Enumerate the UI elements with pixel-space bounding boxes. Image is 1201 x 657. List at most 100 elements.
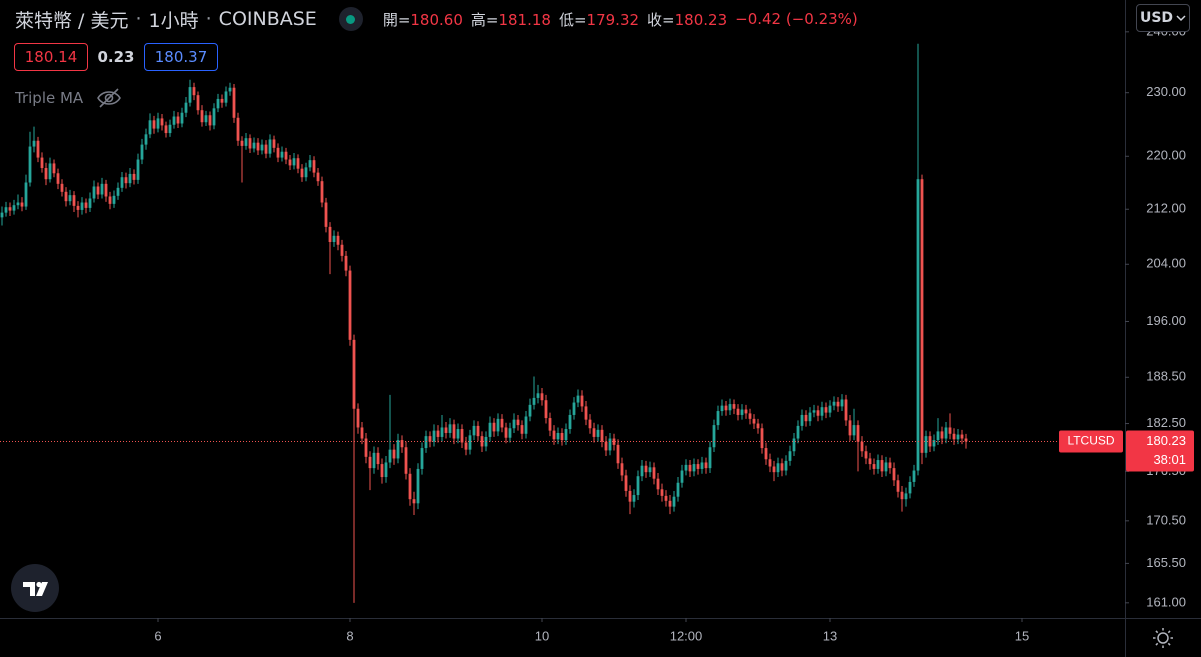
market-status[interactable] [338, 7, 363, 31]
candle-body [84, 202, 88, 208]
icon-part [1157, 632, 1169, 644]
candle-body [440, 427, 444, 437]
candle-body [672, 496, 676, 507]
legend-item: 高=181.18 [471, 9, 551, 30]
separator: · [205, 8, 212, 30]
candle-body [204, 115, 208, 123]
candle-body [268, 139, 272, 154]
candle-body [508, 428, 512, 438]
candle-body [136, 159, 140, 180]
quote: 180.14 0.23 180.37 [14, 43, 218, 71]
candle-body [600, 429, 604, 442]
candle-body [68, 195, 72, 202]
candle-body [828, 405, 832, 413]
candle-body [396, 440, 400, 459]
candle-body [840, 399, 844, 407]
sell-button[interactable]: 180.14 [14, 43, 88, 71]
candle-body [624, 475, 628, 491]
candle-body [644, 465, 648, 473]
candle-body [932, 440, 936, 447]
candle-body [860, 441, 864, 452]
change: −0.42 (−0.23%) [735, 10, 858, 28]
candle-body [960, 434, 964, 439]
candle-body [40, 157, 44, 169]
candle-body [224, 91, 228, 103]
candle-body [280, 151, 284, 158]
candle-body [32, 140, 36, 147]
candle-body [856, 425, 860, 442]
interval[interactable]: 1小時 [148, 9, 199, 32]
candle-body [812, 410, 816, 413]
hidden-eye-icon[interactable] [96, 87, 122, 109]
candle-body [724, 405, 728, 411]
candle-body [276, 147, 280, 158]
candle-body [632, 495, 636, 502]
y-tick-label: 204.00 [1146, 256, 1186, 271]
settings-icon[interactable] [1153, 628, 1173, 648]
candle-body [340, 244, 344, 256]
candle-body [756, 423, 760, 429]
legend-key: 開= [382, 10, 411, 29]
candle-body [596, 429, 600, 437]
candle-body [416, 468, 420, 504]
candle-body [20, 202, 24, 207]
candle-body [896, 480, 900, 492]
candle-body [620, 463, 624, 476]
candle-body [728, 404, 732, 411]
candle-body [636, 476, 640, 496]
candle-body [240, 140, 244, 146]
candle-body [284, 151, 288, 160]
candle-body [404, 447, 408, 474]
candle-body [164, 125, 168, 134]
candle-body [368, 456, 372, 469]
candle-body [548, 418, 552, 431]
candle-body [36, 140, 40, 158]
candle-body [800, 414, 804, 426]
icon-part [1155, 630, 1159, 634]
price-tag [1126, 430, 1194, 472]
candle-body [256, 142, 260, 151]
candle-body [736, 408, 740, 415]
symbol[interactable]: 萊特幣 / 美元 [15, 9, 129, 32]
candle-body [8, 207, 12, 211]
candle-body [720, 405, 724, 412]
indicator-name[interactable]: Triple MA [15, 89, 84, 107]
candle-body [184, 102, 188, 113]
candle-body [924, 436, 928, 453]
candle-body [96, 186, 100, 195]
candle-body [884, 462, 888, 472]
candle-body [580, 395, 584, 407]
buy-button[interactable]: 180.37 [144, 43, 218, 71]
candle-body [480, 436, 484, 447]
candle-body [912, 470, 916, 482]
y-tick-label: 165.50 [1146, 555, 1186, 570]
symbol-header: 萊特幣 / 美元 · 1小時 · COINBASE 開=180.60 高=181.… [15, 6, 858, 32]
candle-body [776, 463, 780, 473]
candle-body [520, 425, 524, 434]
candle-body [532, 397, 536, 405]
candle-body [500, 418, 504, 428]
candle-body [200, 110, 204, 123]
currency-button[interactable]: USD [1136, 4, 1190, 32]
candle-body [248, 138, 252, 149]
y-tick-label: 230.00 [1146, 84, 1186, 99]
candle-body [388, 449, 392, 463]
candle-body [156, 118, 160, 129]
candle-body [820, 407, 824, 416]
candle-body [468, 435, 472, 450]
exchange: COINBASE [218, 8, 317, 30]
candle-body [556, 432, 560, 440]
candle-body [680, 470, 684, 483]
candle-body [684, 464, 688, 471]
candle-body [868, 458, 872, 465]
candle-body [788, 451, 792, 461]
y-tick-label: 188.50 [1146, 369, 1186, 384]
candle-body [128, 173, 132, 184]
candle-body [152, 120, 156, 129]
candle-body [908, 481, 912, 494]
tradingview-logo[interactable] [11, 564, 59, 612]
candle-body [232, 87, 236, 118]
status-dot [346, 14, 356, 24]
candle-body [764, 448, 768, 460]
candle-body [244, 138, 248, 146]
